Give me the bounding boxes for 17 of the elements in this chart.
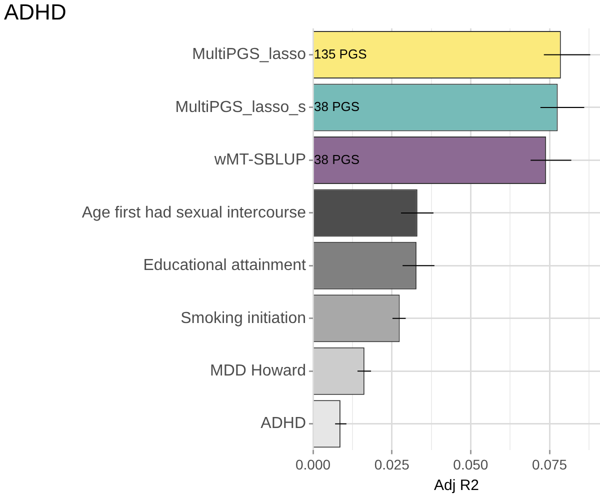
y-tick-label: wMT-SBLUP — [213, 152, 306, 169]
annotation: 38 PGS — [314, 152, 360, 167]
y-tick-label: MultiPGS_lasso_s — [175, 98, 306, 116]
annotation: 38 PGS — [314, 99, 360, 114]
annotation: 135 PGS — [314, 46, 368, 62]
x-tick-label: 0.000 — [295, 456, 331, 472]
text: ADHD — [4, 0, 66, 24]
y-tick-label: Age first had sexual intercourse — [82, 204, 306, 222]
x-tick-label: 0.050 — [453, 456, 488, 472]
y-tick-label: Smoking initiation — [180, 310, 306, 327]
x-tick-label: 0.025 — [374, 456, 410, 472]
y-tick-label: MDD Howard — [210, 362, 306, 380]
y-tick-label: ADHD — [260, 415, 306, 432]
x-tick-label: 0.075 — [532, 456, 568, 472]
y-tick-label: Educational attainment — [143, 257, 307, 274]
x-axis-title: Adj R2 — [434, 477, 480, 494]
y-tick-label: MultiPGS_lasso — [192, 46, 306, 64]
